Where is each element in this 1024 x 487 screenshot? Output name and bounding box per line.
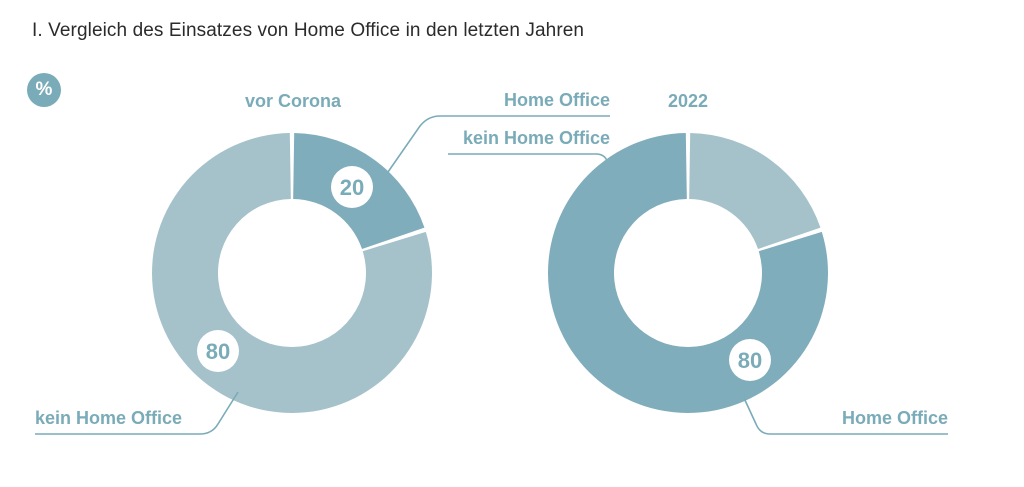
leader-line [448, 153, 611, 173]
leader-line [387, 115, 610, 173]
data-label: 80 [738, 348, 762, 373]
data-label: 20 [340, 175, 364, 200]
donut-slice-kein-home-office [689, 133, 821, 250]
percent-badge: % [27, 73, 61, 107]
donut-title: vor Corona [245, 91, 342, 111]
donut-chart-1: vor Corona 20 Home Office 80 kein Home Offic… [35, 90, 610, 435]
donut-title: 2022 [668, 91, 708, 111]
slice-label: Home Office [504, 90, 610, 110]
value-bubble [729, 339, 771, 381]
slice-label: kein Home Office [35, 408, 182, 428]
leader-line [743, 397, 948, 435]
chart-title: I. Vergleich des Einsatzes von Home Offi… [32, 20, 585, 41]
value-bubble [197, 330, 239, 372]
leader-line [35, 391, 239, 435]
slice-label: Home Office [842, 408, 948, 428]
value-bubble [331, 166, 373, 208]
data-label: 80 [206, 339, 230, 364]
slice-label: kein Home Office [463, 128, 610, 148]
